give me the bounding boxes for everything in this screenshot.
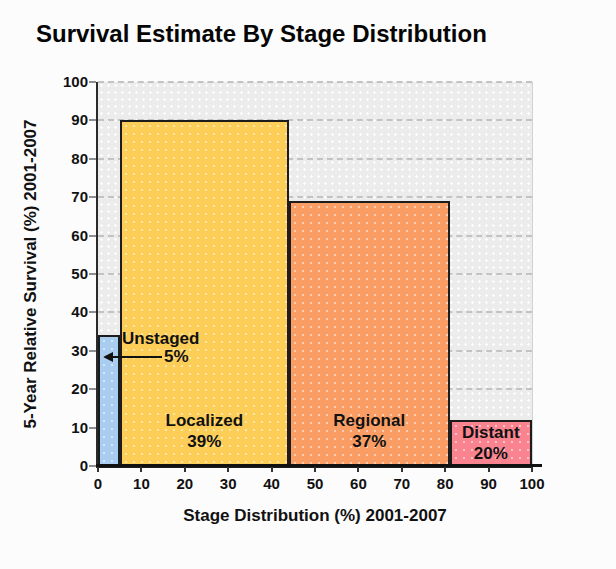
- x-tick-90: [488, 467, 490, 472]
- x-tick-40: [271, 467, 273, 472]
- y-tick-label-80: 80: [50, 150, 88, 168]
- y-tick-label-10: 10: [50, 419, 88, 437]
- left-arrow-line: [112, 356, 162, 358]
- x-tick-label-50: 50: [293, 475, 337, 493]
- x-tick-label-90: 90: [467, 475, 511, 493]
- x-tick-0: [97, 467, 99, 472]
- x-tick-label-100: 100: [510, 475, 554, 493]
- y-tick-label-40: 40: [50, 303, 88, 321]
- bar-label-name-regional: Regional: [289, 410, 450, 431]
- bar-label-value-distant: 20%: [450, 443, 532, 464]
- y-tick-80: [89, 158, 96, 160]
- bar-label-name-distant: Distant: [450, 422, 532, 443]
- y-tick-90: [89, 119, 96, 121]
- y-tick-label-100: 100: [50, 73, 88, 91]
- x-tick-label-10: 10: [119, 475, 163, 493]
- y-tick-100: [89, 81, 96, 83]
- x-tick-label-20: 20: [163, 475, 207, 493]
- x-tick-label-30: 30: [206, 475, 250, 493]
- x-tick-60: [357, 467, 359, 472]
- y-tick-10: [89, 427, 96, 429]
- chart-figure: Survival Estimate By Stage Distribution …: [0, 0, 616, 569]
- unstaged-annotation-value: 5%: [164, 347, 189, 367]
- y-tick-70: [89, 196, 96, 198]
- x-axis-line: [96, 464, 542, 467]
- x-tick-50: [314, 467, 316, 472]
- x-tick-20: [184, 467, 186, 472]
- y-tick-30: [89, 350, 96, 352]
- y-tick-label-90: 90: [50, 111, 88, 129]
- y-tick-label-70: 70: [50, 188, 88, 206]
- unstaged-annotation-label: Unstaged: [122, 329, 199, 349]
- bar-label-localized: Localized39%: [120, 410, 289, 452]
- y-tick-label-20: 20: [50, 380, 88, 398]
- x-tick-label-80: 80: [423, 475, 467, 493]
- x-axis-title: Stage Distribution (%) 2001-2007: [183, 506, 447, 526]
- x-tick-100: [531, 467, 533, 472]
- x-tick-label-60: 60: [336, 475, 380, 493]
- y-axis-title: 5-Year Relative Survival (%) 2001-2007: [21, 119, 41, 428]
- y-tick-20: [89, 388, 96, 390]
- y-tick-50: [89, 273, 96, 275]
- bar-label-distant: Distant20%: [450, 422, 532, 464]
- bar-label-value-regional: 37%: [289, 431, 450, 452]
- y-tick-label-50: 50: [50, 265, 88, 283]
- bar-label-value-localized: 39%: [120, 431, 289, 452]
- y-tick-60: [89, 235, 96, 237]
- y-tick-label-60: 60: [50, 227, 88, 245]
- x-tick-30: [227, 467, 229, 472]
- y-tick-40: [89, 311, 96, 313]
- y-axis-line: [96, 82, 98, 468]
- x-tick-label-40: 40: [250, 475, 294, 493]
- y-tick-label-0: 0: [50, 457, 88, 475]
- x-tick-80: [444, 467, 446, 472]
- bar-label-name-localized: Localized: [120, 410, 289, 431]
- bar-label-regional: Regional37%: [289, 410, 450, 452]
- y-tick-0: [89, 465, 96, 467]
- gridline-y-100: [98, 81, 532, 83]
- x-tick-label-0: 0: [76, 475, 120, 493]
- x-tick-10: [140, 467, 142, 472]
- chart-title: Survival Estimate By Stage Distribution: [36, 20, 487, 48]
- x-tick-70: [401, 467, 403, 472]
- x-tick-label-70: 70: [380, 475, 424, 493]
- y-tick-label-30: 30: [50, 342, 88, 360]
